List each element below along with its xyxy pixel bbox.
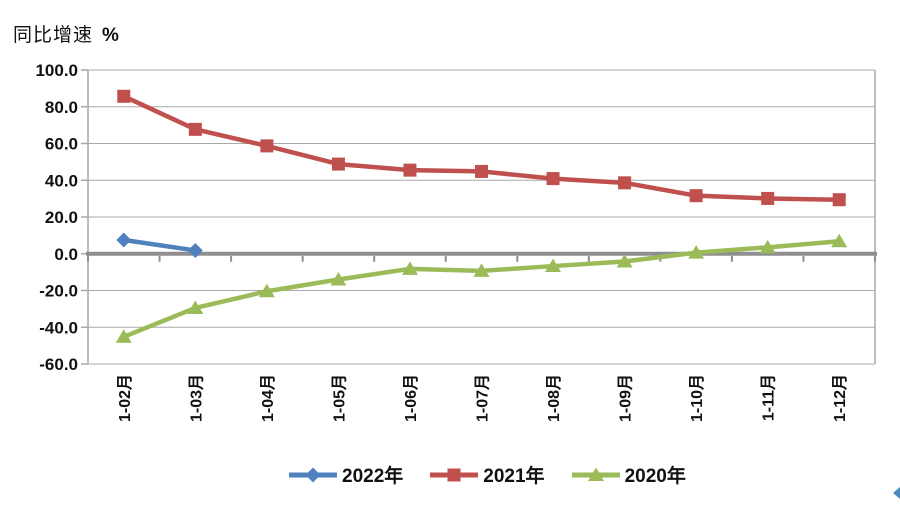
diamond-marker-icon [305, 467, 321, 482]
x-axis-label: 1-11月 [760, 374, 778, 421]
square-marker-icon [475, 164, 488, 178]
x-axis-label: 1-09月 [617, 374, 635, 422]
y-axis-label: -60.0 [39, 355, 78, 374]
triangle-marker-icon [330, 271, 347, 286]
square-marker-icon [546, 172, 560, 186]
triangle-marker-icon [616, 253, 633, 268]
x-axis-label: 1-05月 [330, 374, 348, 422]
triangle-marker-icon [688, 245, 705, 259]
square-marker-icon [117, 89, 131, 103]
triangle-marker-icon [187, 300, 204, 314]
corner-artifact [893, 487, 900, 499]
series-line-2021年 [121, 94, 842, 202]
square-marker-icon [331, 157, 345, 171]
y-axis-label: 80.0 [45, 98, 78, 117]
legend-label-2022: 2022年 [342, 466, 404, 487]
x-axis-label: 1-06月 [402, 374, 420, 422]
square-marker-icon [447, 468, 461, 481]
legend-item-2022[interactable]: 2022年 [288, 461, 403, 488]
y-axis-label: -20.0 [39, 282, 78, 301]
legend-item-2021[interactable]: 2021年 [429, 461, 545, 488]
y-axis-label: 100.0 [35, 61, 78, 80]
triangle-marker-icon [587, 467, 604, 481]
diamond-marker-icon [187, 242, 203, 258]
legend-label-2021: 2021年 [483, 466, 545, 487]
square-marker-icon [689, 189, 703, 203]
series-line-2022年 [121, 237, 198, 253]
legend-marker-square-icon [430, 468, 479, 481]
square-marker-icon [832, 193, 846, 207]
chart-title: 同比增速% [13, 20, 119, 47]
triangle-marker-icon [115, 329, 132, 343]
square-marker-icon [761, 191, 775, 205]
corner-artifact-shape [893, 487, 900, 499]
chart-title-text: 同比增速 [13, 25, 94, 46]
x-axis-label: 1-08月 [545, 374, 563, 422]
triangle-marker-icon [545, 258, 562, 273]
x-axis-label: 1-04月 [259, 374, 277, 422]
legend-marker-diamond-icon [289, 467, 337, 482]
square-marker-icon [260, 139, 274, 153]
square-marker-icon [188, 122, 202, 136]
y-axis-label: 60.0 [45, 135, 78, 154]
y-axis-label: 20.0 [45, 208, 78, 227]
square-marker-icon [403, 163, 417, 177]
triangle-marker-icon [258, 283, 275, 298]
y-axis-label: -40.0 [39, 318, 78, 337]
x-axis-label: 1-02月 [116, 374, 134, 422]
triangle-marker-icon [401, 261, 418, 275]
chart-title-unit: % [102, 25, 119, 46]
x-axis-label: 1-03月 [187, 374, 205, 422]
x-axis-label: 1-12月 [831, 374, 849, 422]
square-marker-icon [618, 176, 632, 190]
triangle-marker-icon [759, 239, 776, 254]
chart-legend: 2022年 2021年 2020年 [288, 461, 686, 488]
y-axis-label: 0.0 [54, 245, 78, 264]
triangle-marker-icon [831, 233, 848, 248]
x-axis-label: 1-10月 [688, 374, 706, 422]
legend-marker-triangle-icon [571, 467, 620, 481]
y-axis-label: 40.0 [45, 171, 78, 190]
triangle-marker-icon [473, 263, 490, 277]
x-axis-label: 1-07月 [474, 374, 492, 422]
legend-item-2020[interactable]: 2020年 [571, 461, 686, 488]
legend-label-2020: 2020年 [624, 466, 686, 487]
diamond-marker-icon [116, 232, 132, 248]
